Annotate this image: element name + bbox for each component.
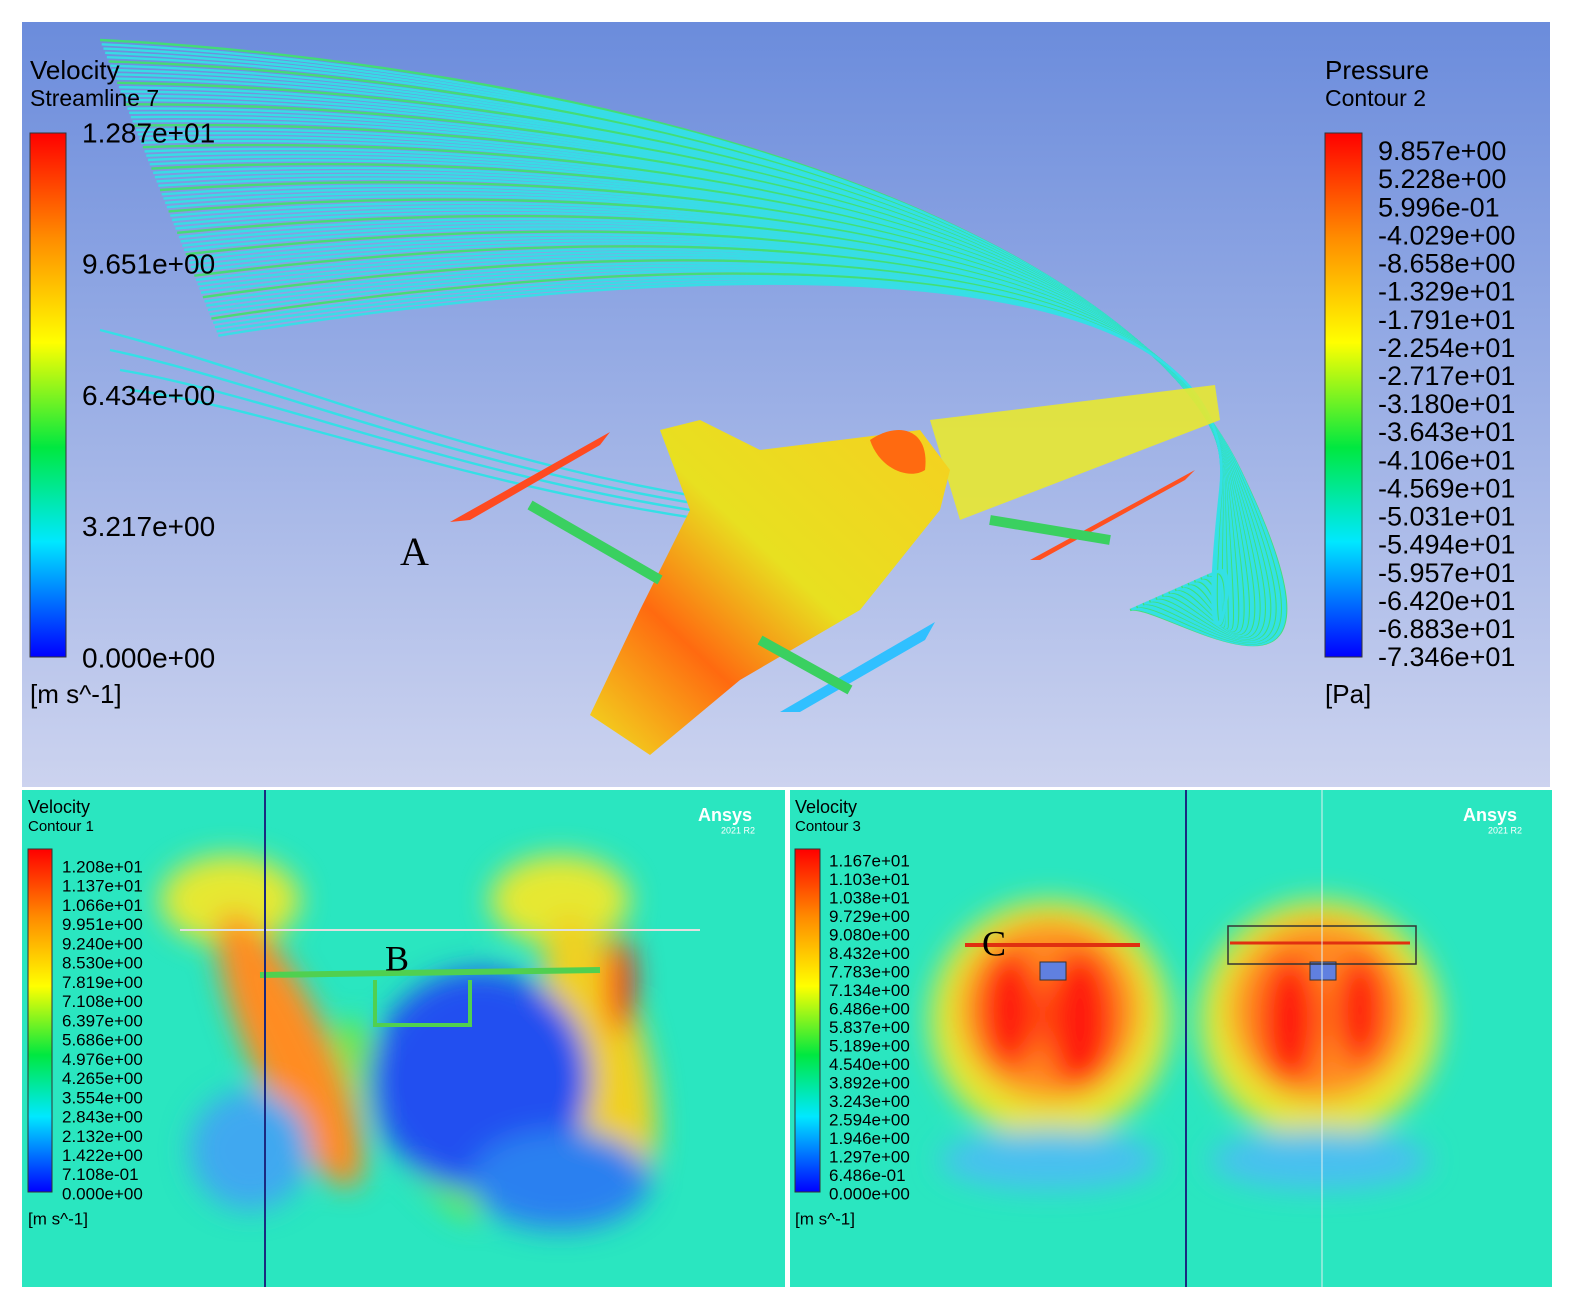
colorbar — [29, 132, 67, 658]
colorbar-label: -6.883e+01 — [1378, 614, 1515, 644]
colorbar-label: 0.000e+00 — [829, 1184, 910, 1203]
colorbar-label: 1.103e+01 — [829, 870, 910, 889]
colorbar-label: 8.432e+00 — [829, 944, 910, 963]
colorbar — [27, 848, 53, 1193]
panel-letter: C — [982, 923, 1006, 963]
colorbar-label: 1.422e+00 — [62, 1146, 143, 1165]
colorbar-label: 5.228e+00 — [1378, 164, 1506, 194]
colorbar-label: -5.031e+01 — [1378, 502, 1515, 532]
colorbar-label: 5.996e-01 — [1378, 192, 1500, 222]
colorbar-label: 2.594e+00 — [829, 1110, 910, 1129]
colorbar-label: 7.108e-01 — [62, 1165, 139, 1184]
legend-title: Pressure — [1325, 55, 1429, 85]
panel-letter: B — [385, 938, 409, 978]
colorbar-label: 9.729e+00 — [829, 907, 910, 926]
colorbar-label: 0.000e+00 — [62, 1184, 143, 1203]
colorbar-label: 7.783e+00 — [829, 962, 910, 981]
panel-letter: A — [400, 529, 429, 574]
legend-subtitle: Streamline 7 — [30, 85, 159, 111]
colorbar-label: 1.137e+01 — [62, 877, 143, 896]
colorbar-label: -1.329e+01 — [1378, 277, 1515, 307]
colorbar-label: 9.951e+00 — [62, 915, 143, 934]
colorbar-label: 1.066e+01 — [62, 896, 143, 915]
legend-unit: [m s^-1] — [795, 1209, 855, 1228]
colorbar-label: 9.651e+00 — [82, 249, 215, 280]
colorbar-label: 1.208e+01 — [62, 857, 143, 876]
legend-unit: [Pa] — [1325, 679, 1371, 709]
colorbar-label: -3.180e+01 — [1378, 389, 1515, 419]
legend-subtitle: Contour 3 — [795, 818, 861, 835]
colorbar-label: -2.254e+01 — [1378, 333, 1515, 363]
colorbar-label: -3.643e+01 — [1378, 417, 1515, 447]
colorbar-label: 5.837e+00 — [829, 1018, 910, 1037]
colorbar-label: -5.494e+01 — [1378, 530, 1515, 560]
legend-unit: [m s^-1] — [30, 679, 122, 709]
colorbar-label: 3.554e+00 — [62, 1088, 143, 1107]
colorbar-label: -4.029e+00 — [1378, 220, 1515, 250]
colorbar-label: 1.287e+01 — [82, 117, 215, 148]
colorbar-label: 9.857e+00 — [1378, 136, 1506, 166]
colorbar-label: 5.189e+00 — [829, 1036, 910, 1055]
colorbar-label: 1.038e+01 — [829, 888, 910, 907]
colorbar-label: -7.346e+01 — [1378, 642, 1515, 672]
panel-b-contour — [22, 790, 785, 1287]
colorbar-label: 1.946e+00 — [829, 1129, 910, 1148]
legend-subtitle: Contour 1 — [28, 818, 94, 835]
colorbar-label: 8.530e+00 — [62, 954, 143, 973]
colorbar-label: 1.297e+00 — [829, 1147, 910, 1166]
colorbar-label: 9.080e+00 — [829, 925, 910, 944]
streamlines — [99, 38, 1288, 647]
colorbar-label: 0.000e+00 — [82, 642, 215, 673]
colorbar-label: 2.132e+00 — [62, 1127, 143, 1146]
colorbar — [1324, 132, 1363, 658]
brand: Ansys — [1463, 805, 1517, 825]
colorbar-label: 3.217e+00 — [82, 511, 215, 542]
colorbar-label: -8.658e+00 — [1378, 249, 1515, 279]
legend-title: Velocity — [28, 797, 90, 817]
colorbar-label: 4.265e+00 — [62, 1069, 143, 1088]
colorbar-label: 6.486e+00 — [829, 999, 910, 1018]
streamline — [218, 282, 1230, 625]
colorbar-label: 9.240e+00 — [62, 934, 143, 953]
colorbar-label: 4.976e+00 — [62, 1050, 143, 1069]
colorbar-label: -4.106e+01 — [1378, 445, 1515, 475]
colorbar — [794, 848, 821, 1193]
legend-subtitle: Contour 2 — [1325, 85, 1426, 111]
legend-unit: [m s^-1] — [28, 1209, 88, 1228]
colorbar-label: 7.108e+00 — [62, 992, 143, 1011]
colorbar-label: 3.243e+00 — [829, 1092, 910, 1111]
version: 2021 R2 — [721, 825, 755, 835]
colorbar-label: 7.134e+00 — [829, 981, 910, 1000]
colorbar-label: -6.420e+01 — [1378, 586, 1515, 616]
brand: Ansys — [698, 805, 752, 825]
colorbar-label: 3.892e+00 — [829, 1073, 910, 1092]
colorbar-label: -2.717e+01 — [1378, 361, 1515, 391]
legend-title: Velocity — [795, 797, 857, 817]
colorbar-label: 6.434e+00 — [82, 380, 215, 411]
drone — [450, 385, 1220, 755]
colorbar-label: 1.167e+01 — [829, 851, 910, 870]
panel-c-contour — [790, 790, 1552, 1287]
colorbar-label: -5.957e+01 — [1378, 558, 1515, 588]
legend-title: Velocity — [30, 55, 120, 85]
colorbar-label: 5.686e+00 — [62, 1031, 143, 1050]
colorbar-label: 2.843e+00 — [62, 1108, 143, 1127]
colorbar-label: 4.540e+00 — [829, 1055, 910, 1074]
colorbar-label: -4.569e+01 — [1378, 473, 1515, 503]
colorbar-label: 6.397e+00 — [62, 1011, 143, 1030]
version: 2021 R2 — [1488, 825, 1522, 835]
colorbar-label: 7.819e+00 — [62, 973, 143, 992]
colorbar-label: 6.486e-01 — [829, 1166, 906, 1185]
colorbar-label: -1.791e+01 — [1378, 305, 1515, 335]
